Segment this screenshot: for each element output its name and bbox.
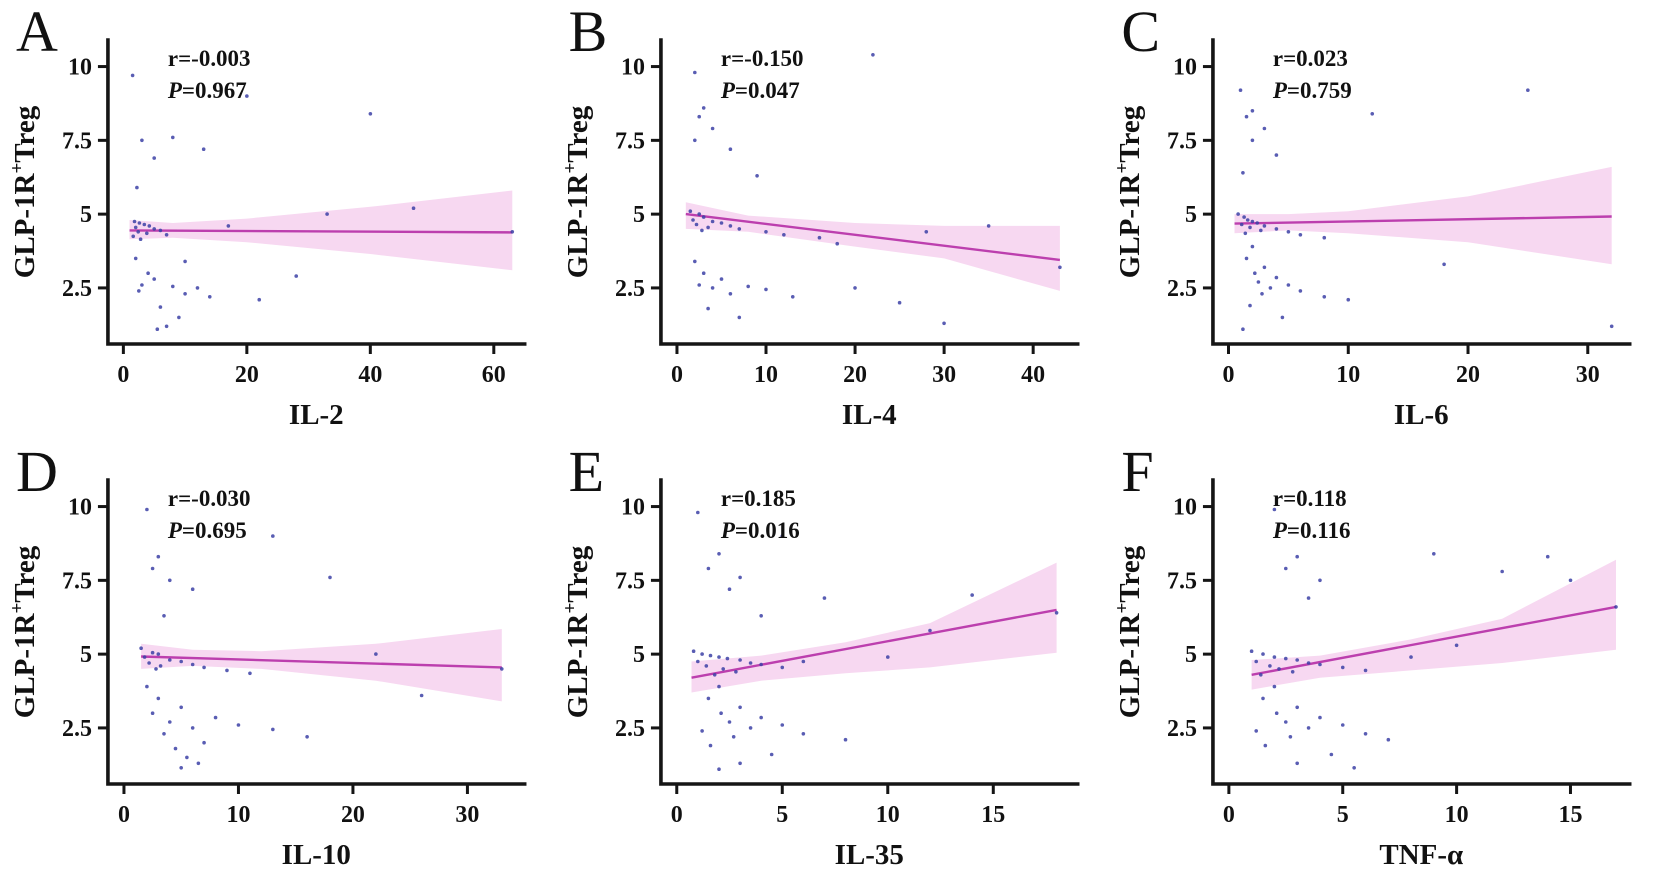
svg-text:15: 15 xyxy=(1559,802,1583,828)
scatter-plot-tnf-alpha: 0 5 10 15 2.5 5 7.5 10 TNF-α GLP-1R+Treg r=0.118 P=… xyxy=(1112,478,1632,871)
svg-text:0: 0 xyxy=(1223,362,1235,388)
panel-e: E 0 5 10 15 2.5 5 7.5 10 IL-35 GLP-1R+Treg r=0.185… xyxy=(553,439,1106,880)
svg-text:10: 10 xyxy=(1173,495,1197,521)
svg-text:30: 30 xyxy=(1576,362,1600,388)
svg-text:GLP-1R+Treg: GLP-1R+Treg xyxy=(7,545,41,718)
svg-text:GLP-1R+Treg: GLP-1R+Treg xyxy=(560,105,594,278)
panel-letter-d: D xyxy=(16,439,58,504)
svg-text:IL-2: IL-2 xyxy=(289,399,344,431)
panel-letter-f: F xyxy=(1121,439,1154,504)
svg-text:10: 10 xyxy=(1337,362,1361,388)
panel-c: C 0 10 20 30 2.5 5 7.5 10 IL-6 GLP-1R+Treg r=0.023… xyxy=(1105,0,1658,440)
svg-text:10: 10 xyxy=(226,802,250,828)
scatter-plot-il-6: 0 10 20 30 2.5 5 7.5 10 IL-6 GLP-1R+Treg r=0.023 P=… xyxy=(1112,38,1632,431)
svg-text:10: 10 xyxy=(1173,55,1197,81)
svg-text:10: 10 xyxy=(1445,802,1469,828)
scatter-plot-il-2: 0 20 40 60 2.5 5 7.5 10 IL-2 GLP-1R+Treg r=-0.003 P… xyxy=(7,38,527,431)
svg-text:7.5: 7.5 xyxy=(62,128,92,154)
svg-text:10: 10 xyxy=(875,802,899,828)
svg-text:15: 15 xyxy=(981,802,1005,828)
scatter-plot-il-4: 0 10 20 30 40 2.5 5 7.5 10 IL-4 GLP-1R+Treg r=-0.15… xyxy=(560,38,1080,431)
svg-text:GLP-1R+Treg: GLP-1R+Treg xyxy=(1112,105,1146,278)
svg-text:r=0.185: r=0.185 xyxy=(721,486,796,511)
svg-text:10: 10 xyxy=(621,495,645,521)
svg-text:5: 5 xyxy=(776,802,788,828)
panel-d: D 0 10 20 30 2.5 5 7.5 10 IL-10 GLP-1R+Treg r=-0.0… xyxy=(0,439,553,880)
svg-text:P=0.116: P=0.116 xyxy=(1272,518,1351,543)
panel-letter-b: B xyxy=(568,0,608,64)
svg-text:30: 30 xyxy=(455,802,479,828)
svg-text:10: 10 xyxy=(621,55,645,81)
svg-text:2.5: 2.5 xyxy=(62,276,92,302)
svg-text:P=0.759: P=0.759 xyxy=(1272,78,1352,103)
panel-letter-c: C xyxy=(1121,0,1161,64)
svg-text:GLP-1R+Treg: GLP-1R+Treg xyxy=(7,105,41,278)
panel-f: F 0 5 10 15 2.5 5 7.5 10 TNF-α GLP-1R+Treg r=0.118… xyxy=(1105,439,1658,880)
panel-b: B 0 10 20 30 40 2.5 5 7.5 10 IL-4 GLP-1R+Treg r=-0.… xyxy=(553,0,1106,440)
svg-text:60: 60 xyxy=(482,362,506,388)
svg-text:2.5: 2.5 xyxy=(615,716,645,742)
svg-text:0: 0 xyxy=(671,362,683,388)
svg-text:5: 5 xyxy=(633,202,645,228)
svg-text:GLP-1R+Treg: GLP-1R+Treg xyxy=(560,545,594,718)
svg-text:40: 40 xyxy=(1021,362,1045,388)
svg-text:5: 5 xyxy=(80,202,92,228)
svg-text:20: 20 xyxy=(341,802,365,828)
svg-text:30: 30 xyxy=(932,362,956,388)
svg-text:20: 20 xyxy=(235,362,259,388)
svg-text:P=0.016: P=0.016 xyxy=(720,518,800,543)
svg-text:40: 40 xyxy=(358,362,382,388)
svg-text:10: 10 xyxy=(68,495,92,521)
scatter-plot-il-35: 0 5 10 15 2.5 5 7.5 10 IL-35 GLP-1R+Treg r=0.185 P=… xyxy=(560,478,1080,871)
svg-text:0: 0 xyxy=(670,802,682,828)
svg-text:0: 0 xyxy=(117,362,129,388)
svg-text:5: 5 xyxy=(633,642,645,668)
svg-text:IL-35: IL-35 xyxy=(834,839,903,871)
svg-text:IL-10: IL-10 xyxy=(282,839,351,871)
svg-text:2.5: 2.5 xyxy=(1167,276,1197,302)
svg-text:10: 10 xyxy=(754,362,778,388)
svg-text:GLP-1R+Treg: GLP-1R+Treg xyxy=(1112,545,1146,718)
svg-text:P=0.967: P=0.967 xyxy=(167,78,247,103)
svg-text:r=-0.003: r=-0.003 xyxy=(168,46,251,71)
panel-letter-e: E xyxy=(568,439,605,504)
svg-text:r=0.023: r=0.023 xyxy=(1273,46,1348,71)
svg-text:7.5: 7.5 xyxy=(1167,128,1197,154)
svg-text:10: 10 xyxy=(68,55,92,81)
svg-text:IL-4: IL-4 xyxy=(842,399,897,431)
svg-text:20: 20 xyxy=(843,362,867,388)
svg-text:P=0.047: P=0.047 xyxy=(720,78,800,103)
panel-letter-a: A xyxy=(16,0,58,64)
svg-text:r=0.118: r=0.118 xyxy=(1273,486,1347,511)
svg-text:2.5: 2.5 xyxy=(615,276,645,302)
svg-text:20: 20 xyxy=(1456,362,1480,388)
svg-text:P=0.695: P=0.695 xyxy=(167,518,247,543)
svg-text:2.5: 2.5 xyxy=(1167,716,1197,742)
svg-text:0: 0 xyxy=(1223,802,1235,828)
svg-text:r=-0.030: r=-0.030 xyxy=(168,486,251,511)
panel-a: A 0 20 40 60 2.5 5 7.5 10 IL-2 GLP-1R+Treg r=-0.00… xyxy=(0,0,553,440)
svg-text:5: 5 xyxy=(1337,802,1349,828)
svg-text:7.5: 7.5 xyxy=(62,568,92,594)
svg-text:2.5: 2.5 xyxy=(62,716,92,742)
svg-text:7.5: 7.5 xyxy=(615,128,645,154)
svg-text:5: 5 xyxy=(1185,202,1197,228)
svg-text:r=-0.150: r=-0.150 xyxy=(721,46,804,71)
scatter-plot-il-10: 0 10 20 30 2.5 5 7.5 10 IL-10 GLP-1R+Treg r=-0.030… xyxy=(7,478,527,871)
svg-text:5: 5 xyxy=(1185,642,1197,668)
svg-text:TNF-α: TNF-α xyxy=(1380,839,1464,871)
svg-text:7.5: 7.5 xyxy=(1167,568,1197,594)
svg-text:5: 5 xyxy=(80,642,92,668)
svg-text:IL-6: IL-6 xyxy=(1394,399,1449,431)
svg-text:0: 0 xyxy=(118,802,130,828)
svg-text:7.5: 7.5 xyxy=(615,568,645,594)
